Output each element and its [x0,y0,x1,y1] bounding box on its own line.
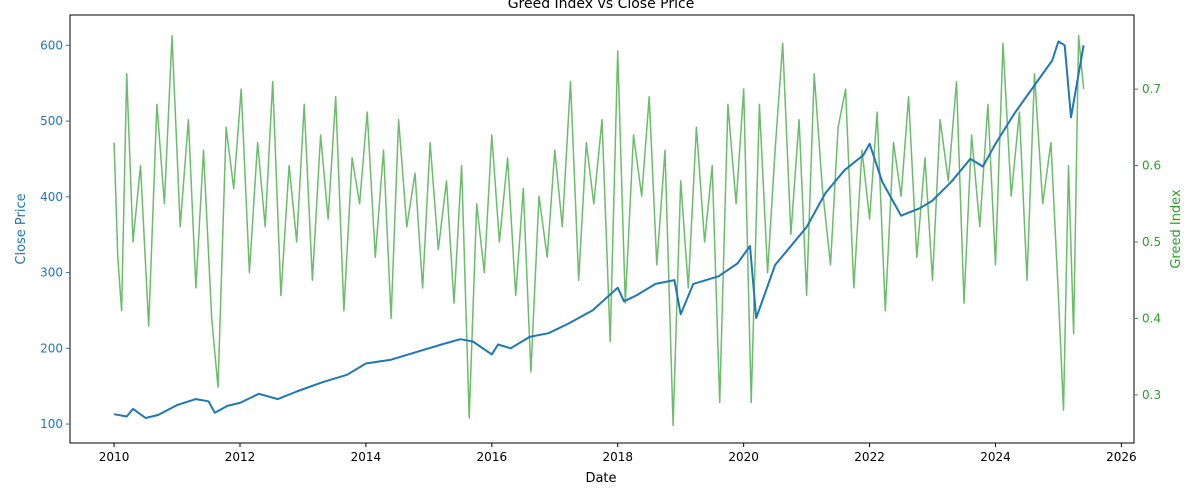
y-left-tick-label: 400 [40,190,63,204]
x-tick-label: 2014 [351,450,382,464]
y-right-tick-label: 0.3 [1142,388,1161,402]
y-left-tick-label: 600 [40,38,63,52]
series-layer [113,34,1085,427]
y-left-tick-label: 100 [40,417,63,431]
series-line-close-price [113,40,1085,419]
y-left-tick-label: 200 [40,341,63,355]
x-tick-label: 2022 [854,450,885,464]
x-axis-label: Date [585,471,616,486]
y-axis-label-left: Close Price [14,193,29,264]
axes-layer: 2010 2012 2014 2016 2018 2020 2022 2024 2026 100 2… [40,14,1161,464]
y-left-tick-label: 500 [40,114,63,128]
x-tick-label: 2012 [225,450,256,464]
y-right-tick-label: 0.5 [1142,235,1161,249]
y-right-tick-label: 0.6 [1142,159,1161,173]
series-line-greed-index [113,34,1085,427]
y-right-tick-label: 0.4 [1142,311,1161,325]
chart-title: Greed Index vs Close Price [508,0,695,12]
y-right-tick-label: 0.7 [1142,82,1161,96]
x-tick-label: 2016 [477,450,508,464]
x-tick-label: 2026 [1106,450,1137,464]
y-axis-label-right: Greed Index [1169,189,1184,269]
x-tick-label: 2010 [99,450,130,464]
y-left-tick-label: 300 [40,266,63,280]
x-tick-label: 2024 [980,450,1011,464]
x-tick-label: 2020 [728,450,759,464]
plot-frame [69,14,1135,444]
x-tick-label: 2018 [602,450,633,464]
